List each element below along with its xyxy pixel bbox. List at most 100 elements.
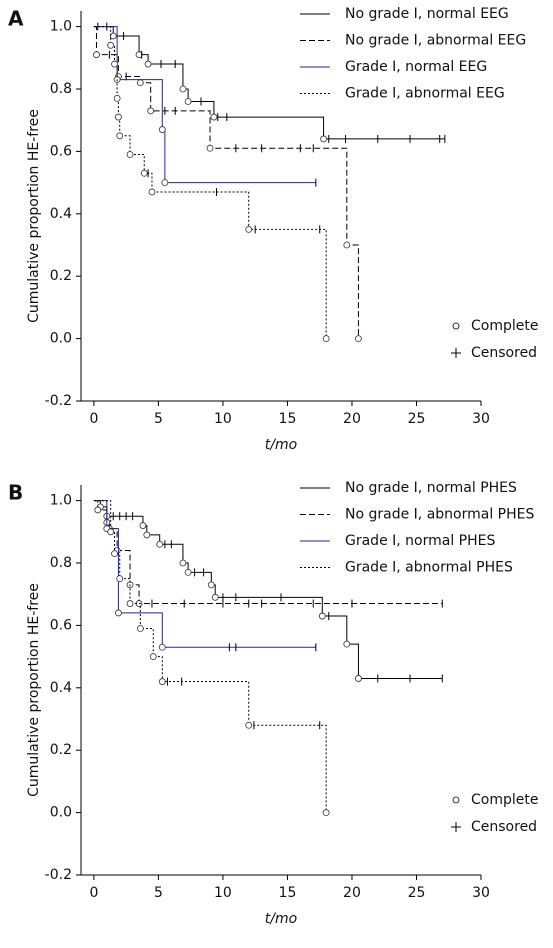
chart-b: B -0.2 0.0 0.2 0.4 0.6 0.8 1.0 0 5 10 15 20 25 30 t/mo C… xyxy=(8,480,538,927)
complete-marker xyxy=(161,179,169,187)
complete-marker xyxy=(111,60,118,68)
legend-label: No grade Ⅰ, abnormal EEG xyxy=(345,33,526,49)
legend-label: No grade Ⅰ, abnormal PHES xyxy=(345,507,534,523)
complete-marker xyxy=(126,151,134,158)
x-tick-label: 15 xyxy=(279,885,297,901)
x-tick-label: 15 xyxy=(279,411,297,427)
complete-marker xyxy=(245,225,253,233)
x-tick-label: 10 xyxy=(214,885,232,901)
complete-marker xyxy=(93,51,100,59)
complete-marker xyxy=(184,98,192,105)
y-tick-label: 0.6 xyxy=(50,617,72,633)
survival-curve xyxy=(93,500,327,813)
y-axis-label: Cumulative proportion HE-free xyxy=(26,109,42,323)
x-tick-label: 25 xyxy=(408,411,426,427)
complete-marker xyxy=(149,653,157,661)
complete-marker xyxy=(320,135,327,143)
legend-symbol xyxy=(452,796,460,804)
y-tick-label: -0.2 xyxy=(45,393,72,409)
legend-label: Grade Ⅰ, abnormal PHES xyxy=(345,560,513,576)
x-tick-label: 5 xyxy=(154,411,163,427)
survival-curve xyxy=(93,26,359,339)
complete-marker xyxy=(115,113,122,121)
chart-a: A -0.2 0.0 0.2 0.4 0.6 0.8 1.0 0 5 10 15 20 25 30 t/mo C… xyxy=(8,6,538,453)
complete-marker xyxy=(158,126,166,133)
y-tick-label: 0.0 xyxy=(50,805,72,821)
legend-label: Complete xyxy=(471,318,538,334)
complete-marker xyxy=(143,531,151,539)
complete-marker xyxy=(140,169,148,177)
x-tick-label: 30 xyxy=(472,411,490,427)
panel-label: B xyxy=(8,481,23,505)
complete-marker xyxy=(318,612,326,620)
complete-marker xyxy=(245,721,253,729)
survival-curve xyxy=(93,500,443,679)
survival-curve xyxy=(93,26,327,339)
y-tick-label: 1.0 xyxy=(50,493,72,509)
complete-marker xyxy=(322,335,330,343)
y-tick-label: 0.8 xyxy=(50,81,72,97)
complete-marker xyxy=(206,144,214,152)
legend-label: Grade Ⅰ, normal PHES xyxy=(345,533,495,549)
complete-marker xyxy=(156,540,164,548)
complete-marker xyxy=(136,625,144,632)
complete-marker xyxy=(126,600,134,607)
x-tick-label: 5 xyxy=(154,885,163,901)
legend-label: No grade Ⅰ, normal EEG xyxy=(345,6,509,22)
complete-marker xyxy=(355,335,362,343)
y-tick-label: 0.2 xyxy=(50,268,72,284)
survival-curve xyxy=(93,26,316,184)
y-tick-label: 0.4 xyxy=(50,680,72,696)
y-tick-label: 0.6 xyxy=(50,143,72,159)
complete-marker xyxy=(158,643,166,651)
complete-marker xyxy=(343,640,351,648)
y-tick-label: -0.2 xyxy=(45,867,72,883)
complete-marker xyxy=(322,809,330,817)
y-tick-label: 1.0 xyxy=(50,19,72,35)
complete-marker xyxy=(144,60,152,68)
x-tick-label: 20 xyxy=(343,411,361,427)
complete-marker xyxy=(116,575,124,582)
panel-label: A xyxy=(8,7,24,31)
y-axis-label: Cumulative proportion HE-free xyxy=(26,583,42,797)
legend-label: Grade Ⅰ, normal EEG xyxy=(345,59,487,75)
legend-label: Grade Ⅰ, abnormal EEG xyxy=(345,86,505,102)
complete-marker xyxy=(111,550,118,558)
complete-marker xyxy=(148,188,156,196)
complete-marker xyxy=(210,113,218,121)
legend-symbol xyxy=(452,322,460,330)
complete-marker xyxy=(136,79,144,87)
complete-marker xyxy=(179,85,187,93)
x-tick-label: 25 xyxy=(408,885,426,901)
complete-marker xyxy=(113,94,121,102)
complete-marker xyxy=(343,241,351,249)
complete-marker xyxy=(147,107,155,115)
complete-marker xyxy=(94,506,102,514)
complete-marker xyxy=(355,675,362,682)
complete-marker xyxy=(207,581,215,589)
complete-marker xyxy=(211,593,219,601)
x-axis-label: t/mo xyxy=(265,911,297,927)
legend-label: Censored xyxy=(471,819,537,835)
x-tick-label: 20 xyxy=(343,885,361,901)
y-tick-label: 0.2 xyxy=(50,742,72,758)
complete-marker xyxy=(107,41,115,49)
complete-marker xyxy=(158,678,166,685)
x-axis-label: t/mo xyxy=(265,437,297,453)
survival-curve xyxy=(93,500,316,648)
x-tick-label: 10 xyxy=(214,411,232,427)
legend-label: Complete xyxy=(471,792,538,808)
complete-marker xyxy=(116,132,124,140)
complete-marker xyxy=(184,568,192,576)
y-tick-label: 0.8 xyxy=(50,555,72,571)
legend-label: No grade Ⅰ, normal PHES xyxy=(345,480,517,496)
x-tick-label: 0 xyxy=(89,885,98,901)
complete-marker xyxy=(109,32,117,40)
y-tick-label: 0.4 xyxy=(50,206,72,222)
y-tick-label: 0.0 xyxy=(50,331,72,347)
legend-label: Censored xyxy=(471,345,537,361)
complete-marker xyxy=(107,528,115,536)
survival-curve xyxy=(93,26,445,140)
complete-marker xyxy=(115,609,122,617)
